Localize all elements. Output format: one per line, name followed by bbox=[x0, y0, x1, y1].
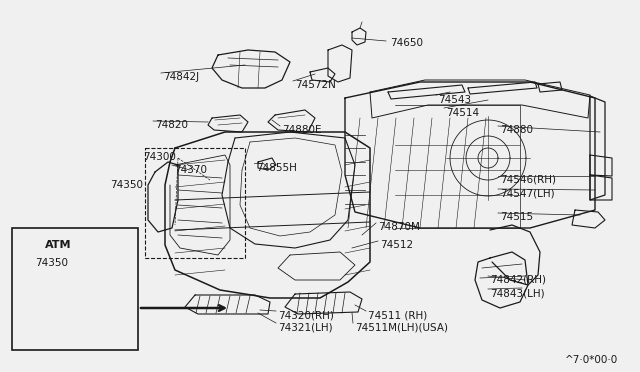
Text: 74350: 74350 bbox=[35, 258, 68, 268]
Text: 74515: 74515 bbox=[500, 212, 533, 222]
Text: 74855H: 74855H bbox=[256, 163, 297, 173]
Text: ^7·0*00·0: ^7·0*00·0 bbox=[565, 355, 618, 365]
Text: 74843(LH): 74843(LH) bbox=[490, 288, 545, 298]
Text: ATM: ATM bbox=[45, 240, 72, 250]
Text: 74300: 74300 bbox=[143, 152, 176, 162]
Text: 74880: 74880 bbox=[500, 125, 533, 135]
Text: 74321(LH): 74321(LH) bbox=[278, 322, 333, 332]
Text: 74820: 74820 bbox=[155, 120, 188, 130]
Bar bbox=[145, 148, 245, 258]
Text: 74547(LH): 74547(LH) bbox=[500, 188, 555, 198]
Text: 74546(RH): 74546(RH) bbox=[500, 175, 556, 185]
Text: 74511 (RH): 74511 (RH) bbox=[368, 310, 428, 320]
Text: 74880E: 74880E bbox=[282, 125, 321, 135]
Text: 74320(RH): 74320(RH) bbox=[278, 310, 334, 320]
Text: 74350: 74350 bbox=[110, 180, 143, 190]
Text: 74543: 74543 bbox=[438, 95, 471, 105]
Text: 74842(RH): 74842(RH) bbox=[490, 275, 546, 285]
Text: 74870M: 74870M bbox=[378, 222, 420, 232]
Text: 74511M(LH)(USA): 74511M(LH)(USA) bbox=[355, 322, 448, 332]
Text: 74370: 74370 bbox=[174, 165, 207, 175]
Text: 74842J: 74842J bbox=[163, 72, 199, 82]
Text: 74514: 74514 bbox=[446, 108, 479, 118]
Text: 74512: 74512 bbox=[380, 240, 413, 250]
Text: 74572N: 74572N bbox=[295, 80, 336, 90]
Bar bbox=[12, 228, 138, 350]
Text: 74650: 74650 bbox=[390, 38, 423, 48]
